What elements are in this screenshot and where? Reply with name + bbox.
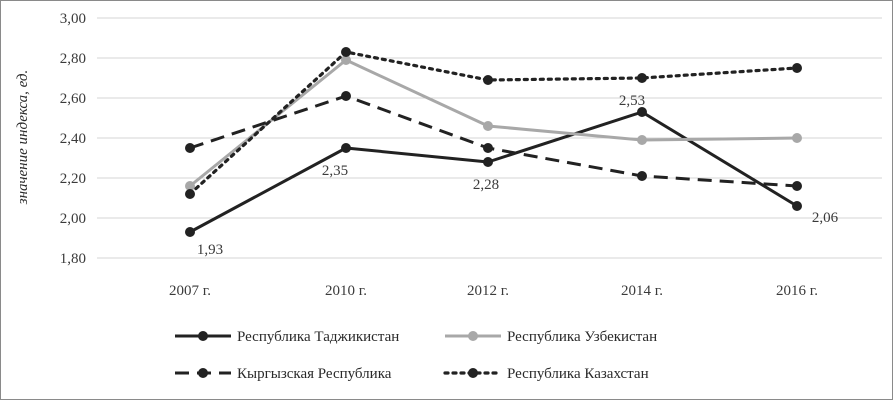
data-point [185, 181, 195, 191]
data-label: 2,28 [473, 177, 499, 193]
legend-marker [198, 368, 208, 378]
legend-marker [468, 368, 478, 378]
legend-label: Республика Таджикистан [237, 329, 399, 345]
data-labels: 1,93 2,35 2,28 2,53 2,06 [197, 93, 839, 258]
y-tick-label: 2,00 [60, 211, 86, 227]
data-point [637, 171, 647, 181]
series-line-2 [189, 94, 798, 188]
series-lines [185, 47, 802, 237]
data-point [792, 133, 802, 143]
data-point [483, 157, 493, 167]
data-label: 2,35 [322, 163, 348, 179]
data-point [341, 143, 351, 153]
x-tick-label: 2007 г. [169, 283, 211, 299]
data-point [637, 135, 647, 145]
y-tick-label: 2,60 [60, 91, 86, 107]
x-tick-label: 2016 г. [776, 283, 818, 299]
legend-marker [198, 331, 208, 341]
legend-label: Республика Узбекистан [507, 329, 657, 345]
data-point [185, 143, 195, 153]
data-point [185, 227, 195, 237]
legend-marker [468, 331, 478, 341]
y-axis-title: значение индекса, ед. [15, 70, 31, 205]
data-label: 1,93 [197, 242, 223, 258]
y-tick-label: 2,80 [60, 51, 86, 67]
x-axis-ticks: 2007 г. 2010 г. 2012 г. 2014 г. 2016 г. [169, 283, 818, 299]
data-point [341, 91, 351, 101]
y-tick-label: 2,20 [60, 171, 86, 187]
data-point [792, 63, 802, 73]
data-point [483, 75, 493, 85]
legend: Республика Таджикистан Республика Узбекис… [175, 329, 657, 382]
data-point [341, 55, 351, 65]
x-tick-label: 2014 г. [621, 283, 663, 299]
data-point [637, 107, 647, 117]
data-label: 2,06 [812, 210, 839, 226]
y-tick-label: 2,40 [60, 131, 86, 147]
gridlines [97, 17, 882, 259]
series-line-3 [188, 50, 799, 196]
legend-label: Республика Казахстан [507, 366, 649, 382]
y-tick-label: 3,00 [60, 11, 86, 27]
x-tick-label: 2012 г. [467, 283, 509, 299]
data-point [792, 201, 802, 211]
series-line-0 [189, 110, 798, 234]
data-point [483, 121, 493, 131]
data-point [792, 181, 802, 191]
data-label: 2,53 [619, 93, 645, 109]
data-point [185, 189, 195, 199]
legend-label: Кыргызская Республика [237, 366, 392, 382]
x-tick-label: 2010 г. [325, 283, 367, 299]
y-axis-ticks: 1,80 2,00 2,20 2,40 2,60 2,80 3,00 [60, 11, 86, 267]
y-tick-label: 1,80 [60, 251, 86, 267]
data-point [341, 47, 351, 57]
data-point [483, 143, 493, 153]
data-point [637, 73, 647, 83]
